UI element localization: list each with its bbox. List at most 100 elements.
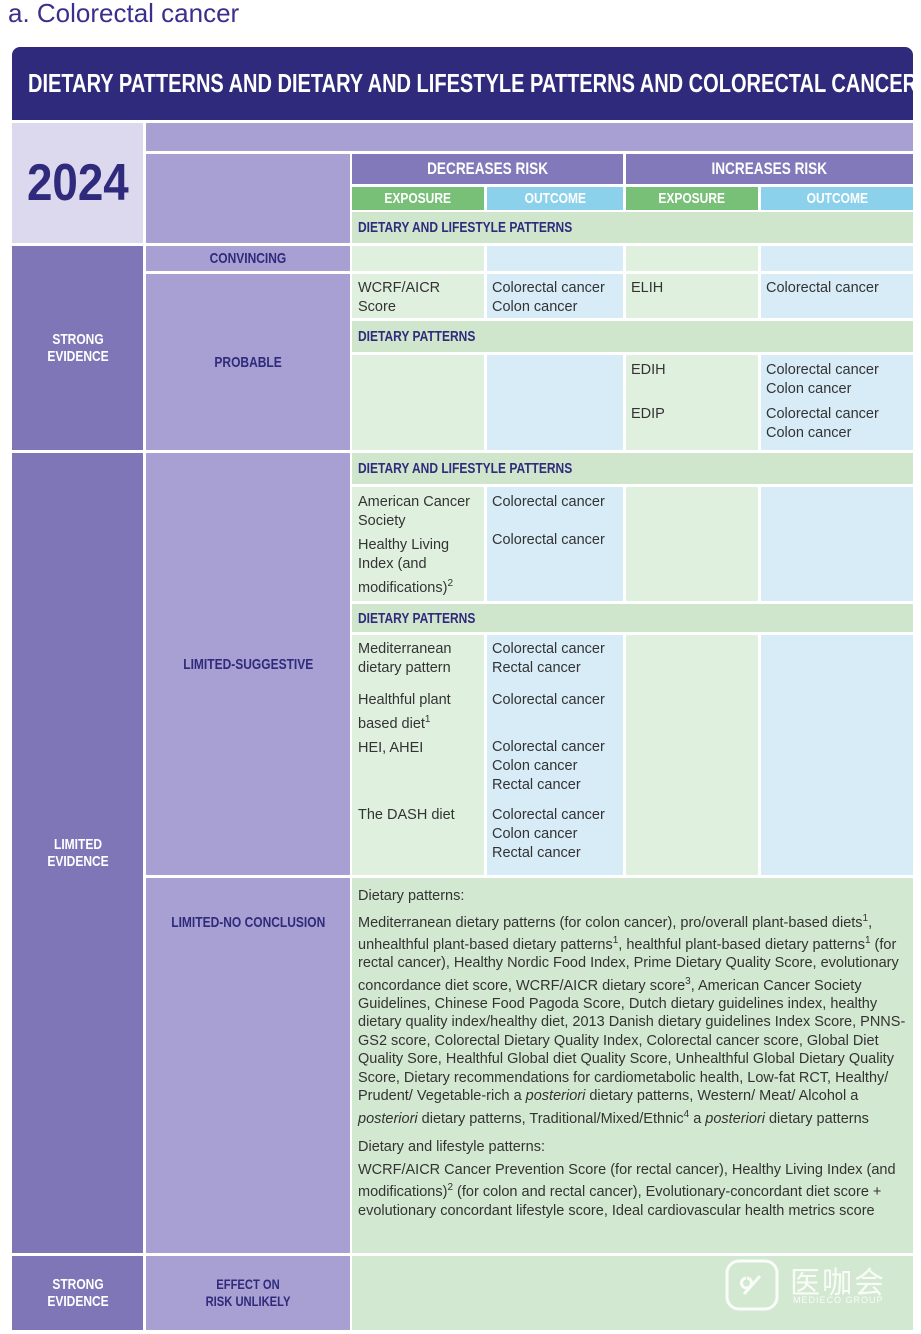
header-text: EXPOSURE xyxy=(384,190,452,207)
category-cell: CONVINCING xyxy=(146,246,350,271)
category-text: CONVINCING xyxy=(209,250,287,267)
cell xyxy=(352,355,484,450)
text-run: (for rectal cancer), Healthy Nordic Food… xyxy=(358,936,899,994)
cell xyxy=(626,246,758,271)
section-label: DIETARY PATTERNS xyxy=(352,604,913,632)
exposure-text: Healthy Living Index (and modifications) xyxy=(358,537,450,596)
outcome-header: OUTCOME xyxy=(487,187,623,210)
cell xyxy=(487,635,623,875)
evidence-cell: LIMITED EVIDENCE xyxy=(12,453,143,1253)
outcome: Colorectal cancer xyxy=(766,362,879,378)
increases-header: INCREASES RISK xyxy=(626,154,913,184)
exposure: ELIH xyxy=(631,280,664,296)
outcomes: Colorectal cancer xyxy=(492,691,605,710)
category-text: EFFECT ON RISK UNLIKELY xyxy=(205,1276,291,1309)
outcome: Colorectal cancer xyxy=(766,406,879,422)
note: 4 xyxy=(683,1108,690,1120)
category-cell: EFFECT ON RISK UNLIKELY xyxy=(146,1256,350,1330)
decreases-header: DECREASES RISK xyxy=(352,154,623,184)
cell xyxy=(761,355,913,450)
cell xyxy=(626,487,758,601)
cell xyxy=(761,246,913,271)
outcomes: Colorectal cancer xyxy=(492,493,605,512)
outcomes: Colorectal cancer Colon cancer xyxy=(492,279,605,317)
section-text: DIETARY PATTERNS xyxy=(358,328,476,345)
cell xyxy=(487,274,623,318)
outcome: Colorectal cancer xyxy=(492,494,605,510)
italic-run: posteriori xyxy=(358,1110,418,1127)
cell xyxy=(487,246,623,271)
cell xyxy=(626,635,758,875)
section-label: DIETARY AND LIFESTYLE PATTERNS xyxy=(352,212,913,243)
text-run: dietary patterns xyxy=(764,1110,869,1127)
section-label: DIETARY PATTERNS xyxy=(352,321,913,352)
cell xyxy=(761,635,913,875)
cell xyxy=(352,1256,913,1330)
watermark-group: MEDIECO GROUP xyxy=(793,1295,884,1305)
note: 2 xyxy=(447,1182,454,1194)
band xyxy=(146,123,913,151)
header-text: OUTCOME xyxy=(806,190,868,207)
text-run: , healthful plant-based dietary patterns xyxy=(618,936,865,953)
text-run: WCRF/AICR Cancer Prevention Score (for r… xyxy=(358,1161,896,1201)
group-text: Mediterranean dietary patterns (for colo… xyxy=(358,910,907,1129)
section-text: DIETARY PATTERNS xyxy=(358,609,476,627)
cell xyxy=(352,635,484,875)
no-conclusion-cell: Dietary patterns: Mediterranean dietary … xyxy=(352,878,913,1253)
cell xyxy=(352,246,484,271)
outcomes: Colorectal cancer Colon cancer Rectal canc… xyxy=(492,738,605,795)
text-run: Mediterranean dietary patterns (for colo… xyxy=(358,914,863,931)
exposure-header: EXPOSURE xyxy=(626,187,758,210)
cell xyxy=(626,274,758,318)
outcomes: Colorectal cancer Colon cancer xyxy=(766,405,879,443)
note: 1 xyxy=(612,934,619,946)
outcome: Rectal cancer xyxy=(492,660,581,676)
heading: a. Colorectal cancer xyxy=(8,0,240,28)
band xyxy=(146,154,350,243)
evidence-text: STRONG EVIDENCE xyxy=(46,1276,109,1310)
header-text: EXPOSURE xyxy=(658,190,726,207)
outcomes: Colorectal cancer Colon cancer xyxy=(766,361,879,399)
category-cell: LIMITED-NO CONCLUSION xyxy=(146,878,350,1253)
note: 2 xyxy=(447,578,454,589)
outcome-header: OUTCOME xyxy=(761,187,913,210)
outcome: Colorectal cancer xyxy=(492,280,605,296)
text-run: (for colon and rectal cancer), Evolution… xyxy=(358,1184,882,1219)
cell xyxy=(626,355,758,450)
note: 1 xyxy=(424,714,431,725)
category-cell: LIMITED-SUGGESTIVE xyxy=(146,453,350,875)
outcomes: Colorectal cancer Rectal cancer xyxy=(492,640,605,678)
outcome: Colorectal cancer xyxy=(492,692,605,708)
cell xyxy=(761,487,913,601)
section-label: DIETARY AND LIFESTYLE PATTERNS xyxy=(352,453,913,484)
cell xyxy=(487,355,623,450)
evidence-cell: STRONG EVIDENCE xyxy=(12,246,143,450)
outcome: Colon cancer xyxy=(492,826,578,842)
exposure: Healthful plant based diet1 xyxy=(358,691,476,734)
outcome: Colorectal cancer xyxy=(492,641,605,657)
outcome: Colorectal cancer xyxy=(492,739,605,755)
category-text: LIMITED-SUGGESTIVE xyxy=(182,655,313,673)
header-text: OUTCOME xyxy=(524,190,586,207)
cell xyxy=(761,274,913,318)
exposure: The DASH diet xyxy=(358,807,455,823)
evidence-text: STRONG EVIDENCE xyxy=(46,331,109,365)
year: 2024 xyxy=(26,154,129,212)
text-run: dietary patterns, Traditional/Mixed/Ethn… xyxy=(417,1110,684,1127)
text-run: dietary patterns, Western/ Meat/ Alcohol… xyxy=(585,1088,859,1105)
cell xyxy=(352,274,484,318)
outcomes: Colorectal cancer xyxy=(492,531,605,550)
title-bar: DIETARY PATTERNS AND DIETARY AND LIFESTY… xyxy=(12,47,917,120)
category-text: PROBABLE xyxy=(214,353,282,371)
evidence-text: LIMITED EVIDENCE xyxy=(46,836,109,870)
year-cell: 2024 xyxy=(12,123,143,243)
header-text: DECREASES RISK xyxy=(427,159,548,178)
evidence-cell: STRONG EVIDENCE xyxy=(12,1256,143,1330)
outcome: Colorectal cancer xyxy=(492,807,605,823)
exposure: WCRF/AICR Score xyxy=(358,280,441,315)
header-text: INCREASES RISK xyxy=(711,159,828,178)
outcome: Colon cancer xyxy=(766,381,852,397)
exposure: EDIP xyxy=(631,406,665,422)
cell xyxy=(352,487,484,601)
